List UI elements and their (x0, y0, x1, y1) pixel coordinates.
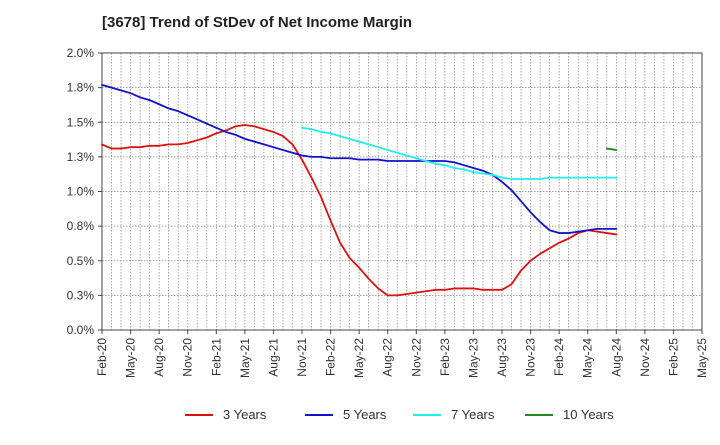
x-tick-label: Feb-20 (95, 338, 109, 376)
x-tick-label: Nov-21 (295, 338, 309, 377)
series-lines (101, 83, 618, 297)
axes: 0.0% 0.3% 0.5% 0.8% 1.0% 1.3% 1.5% 1.8% 2.0% Feb-… (67, 46, 709, 378)
chart-title: [3678] Trend of StDev of Net Income Marg… (102, 14, 413, 31)
x-tick-label: Aug-24 (609, 338, 623, 377)
y-tick-label: 2.0% (67, 46, 95, 60)
x-tick-label: May-20 (124, 338, 138, 378)
x-tick-label: Feb-21 (209, 338, 223, 376)
grid (102, 53, 702, 330)
series-line-7-years (301, 126, 618, 180)
x-tick-label: Aug-22 (381, 338, 395, 377)
x-tick-label: Nov-24 (638, 338, 652, 377)
x-tick-label: Feb-23 (438, 338, 452, 376)
x-tick-label: May-25 (695, 338, 709, 378)
x-tick-label: Aug-23 (495, 338, 509, 377)
legend-label: 5 Years (343, 407, 387, 422)
x-tick-label: Nov-22 (409, 338, 423, 377)
y-tick-label: 0.3% (67, 288, 95, 302)
y-tick-label: 1.5% (67, 115, 95, 129)
legend-label: 7 Years (451, 407, 495, 422)
series-line-10-years (605, 147, 618, 151)
x-tick-label: Feb-24 (552, 338, 566, 376)
x-tick-label: Aug-21 (266, 338, 280, 377)
x-tick-label: Nov-23 (524, 338, 538, 377)
legend: 3 Years 5 Years 7 Years 10 Years (185, 407, 614, 422)
x-tick-label: Feb-22 (324, 338, 338, 376)
y-tick-label: 1.8% (67, 81, 95, 95)
x-tick-label: Aug-20 (152, 338, 166, 377)
x-tick-label: May-21 (238, 338, 252, 378)
y-tick-label: 1.0% (67, 185, 95, 199)
y-tick-label: 1.3% (67, 150, 95, 164)
x-tick-label: Nov-20 (181, 338, 195, 377)
legend-label: 10 Years (563, 407, 614, 422)
legend-label: 3 Years (223, 407, 267, 422)
x-tick-label: May-23 (466, 338, 480, 378)
series-line-3-years (101, 124, 618, 297)
x-tick-label: May-22 (352, 338, 366, 378)
y-tick-label: 0.0% (67, 323, 95, 337)
x-tick-label: Feb-25 (666, 338, 680, 376)
x-tick-label: May-24 (581, 338, 595, 378)
y-tick-label: 0.5% (67, 254, 95, 268)
series-line-5-years (101, 83, 618, 234)
y-tick-label: 0.8% (67, 219, 95, 233)
